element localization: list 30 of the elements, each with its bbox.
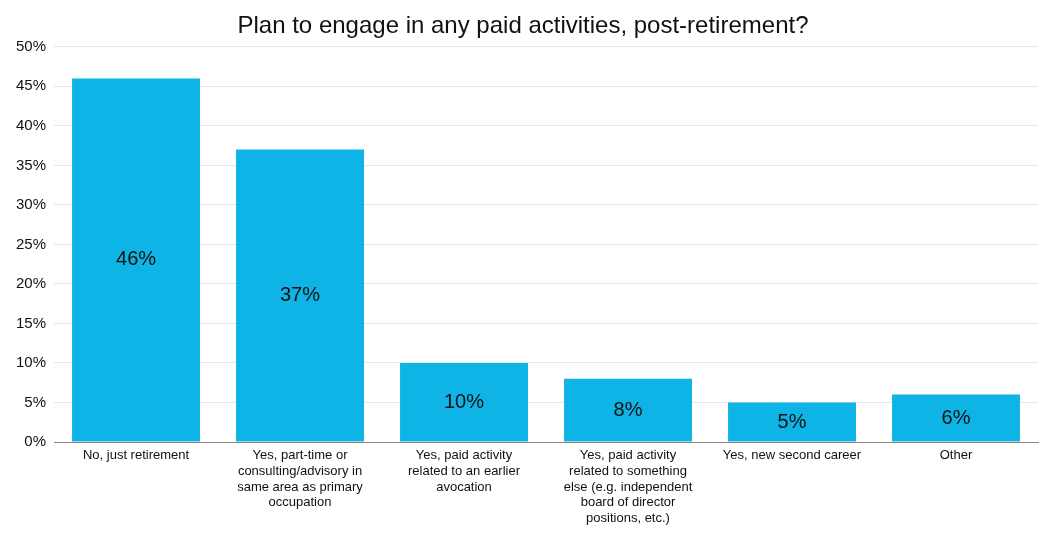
bar bbox=[728, 402, 856, 442]
x-tick-label: Yes, new second career bbox=[722, 447, 862, 463]
y-tick-label: 20% bbox=[15, 274, 47, 292]
data-label: 37% bbox=[280, 283, 321, 306]
data-label: 46% bbox=[116, 247, 157, 270]
bar bbox=[892, 394, 1020, 442]
data-label: 8% bbox=[613, 397, 643, 420]
x-tick-label: Yes, paid activity related to an earlier avocation bbox=[408, 447, 521, 494]
y-tick-label: 30% bbox=[15, 195, 47, 213]
chart-title: Plan to engage in any paid activities, post-retirement? bbox=[237, 11, 809, 39]
x-tick-label: Yes, paid activity related to something else (e.g. independent board of director positions, etc.) bbox=[563, 447, 693, 525]
y-tick-label: 50% bbox=[15, 36, 47, 54]
data-label: 6% bbox=[941, 405, 971, 428]
y-tick-label: 25% bbox=[15, 234, 47, 252]
x-tick-label: Yes, part-time or consulting/advisory in same area as primary occupation bbox=[237, 447, 364, 510]
y-tick-label: 15% bbox=[15, 313, 47, 331]
data-label: 10% bbox=[444, 389, 485, 412]
x-tick-label: No, just retirement bbox=[82, 447, 190, 463]
y-tick-label: 5% bbox=[24, 392, 47, 410]
bar bbox=[564, 378, 692, 442]
y-tick-label: 45% bbox=[15, 76, 47, 94]
bar bbox=[400, 362, 528, 442]
y-tick-label: 0% bbox=[24, 432, 47, 450]
bar bbox=[72, 78, 200, 442]
y-tick-label: 35% bbox=[15, 155, 47, 173]
bar bbox=[236, 149, 364, 442]
x-tick-label: Other bbox=[939, 447, 973, 463]
data-label: 5% bbox=[777, 409, 807, 432]
y-tick-label: 10% bbox=[15, 353, 47, 371]
y-tick-label: 40% bbox=[15, 115, 47, 133]
